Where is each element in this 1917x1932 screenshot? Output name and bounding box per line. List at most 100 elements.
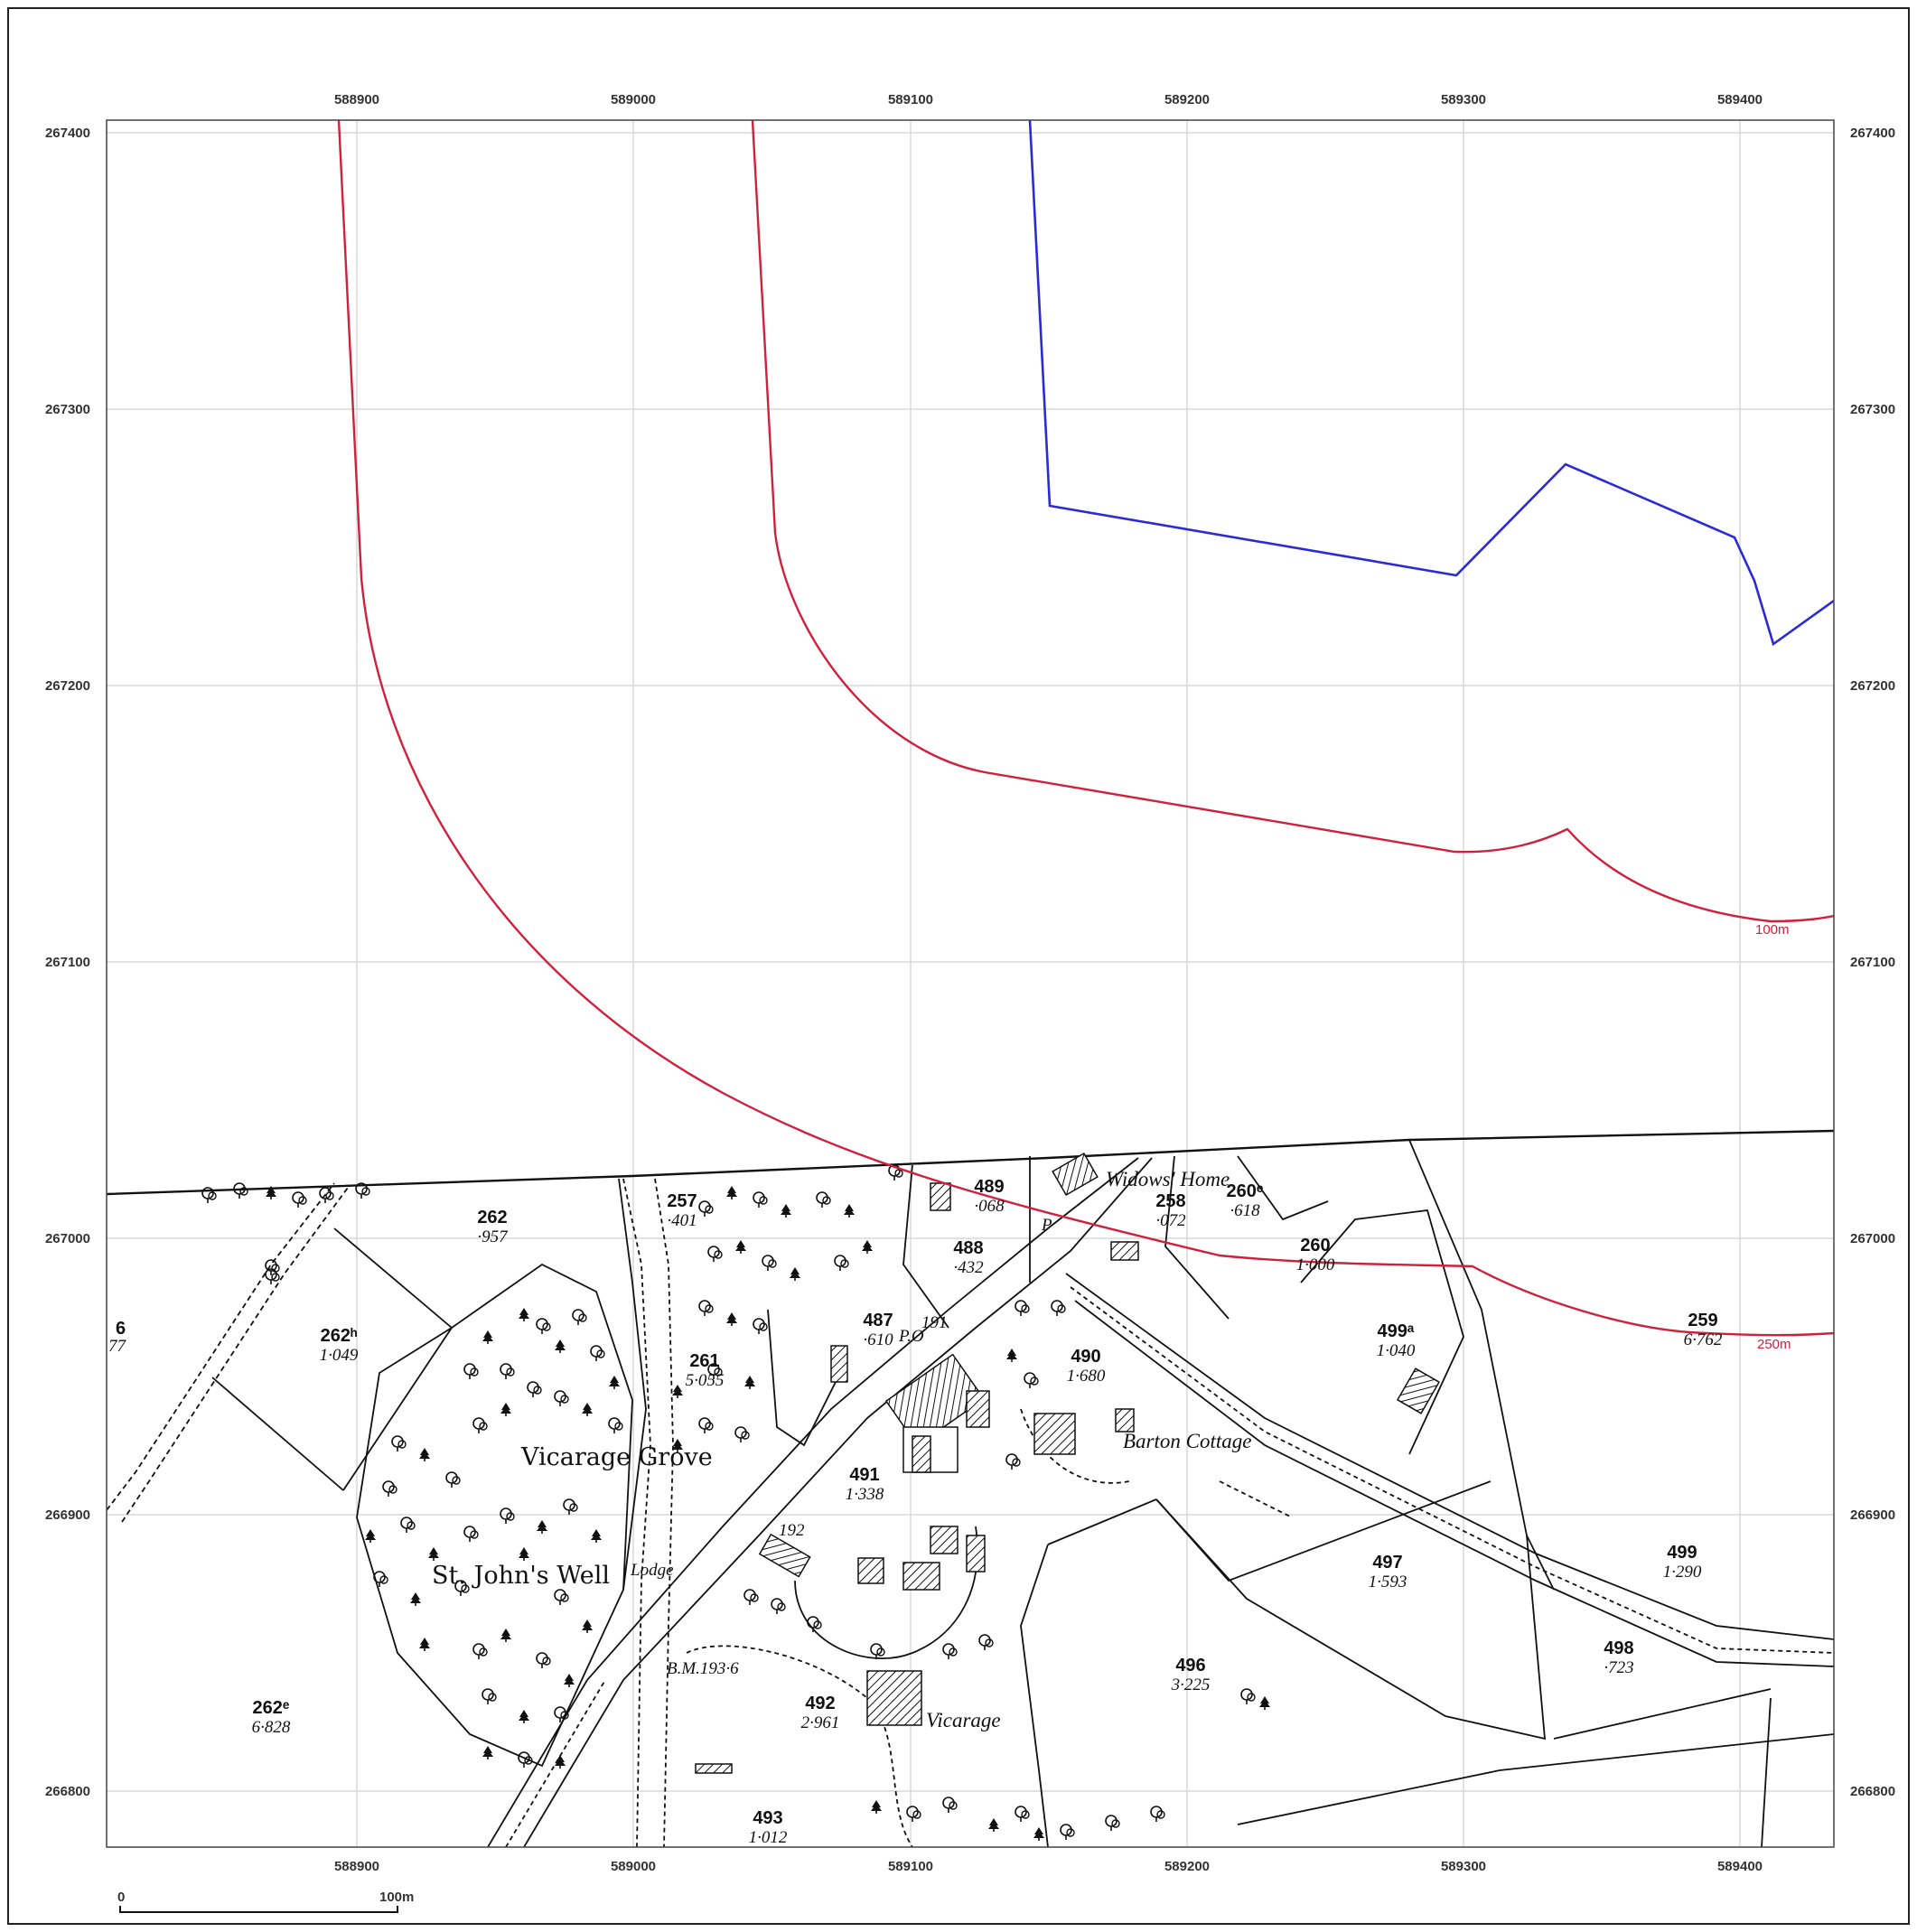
buffer-250m-label: 250m [1757,1337,1791,1352]
woodland-symbols [201,1164,1271,1842]
svg-text:262ᵉ: 262ᵉ [253,1698,290,1718]
svg-text:260ᵉ: 260ᵉ [1227,1181,1264,1201]
x-tick-label: 588900 [334,92,379,107]
svg-text:·401: ·401 [667,1211,697,1230]
y-tick-label: 267200 [1850,678,1895,694]
svg-text:6·762: 6·762 [1684,1330,1723,1349]
x-tick-label: 589200 [1164,92,1210,107]
parcel-262: 262·957 [477,1208,509,1246]
svg-text:·610: ·610 [863,1330,893,1349]
svg-text:6·828: 6·828 [252,1718,291,1737]
x-tick-label: 589300 [1441,1859,1486,1874]
y-tick-label: 267300 [45,402,90,417]
svg-text:488: 488 [953,1238,983,1258]
x-tick-label: 589400 [1717,92,1763,107]
buffer-100m-line [751,120,1834,923]
y-tick-label: 267000 [1850,1231,1895,1246]
y-axis-right: 267400 267300 267200 267100 267000 26690… [1850,126,1895,1799]
svg-text:1·000: 1·000 [1296,1255,1335,1274]
pump-label: P [1041,1216,1052,1235]
svg-text:1·049: 1·049 [320,1346,359,1365]
x-tick-label: 589300 [1441,92,1486,107]
svg-text:6: 6 [116,1319,126,1339]
svg-text:487: 487 [863,1311,893,1330]
map-frame [7,7,1910,1925]
place-name-st-johns-well: St. John's Well [432,1562,610,1590]
svg-text:·618: ·618 [1230,1201,1260,1220]
svg-text:1·040: 1·040 [1377,1341,1416,1360]
parcel-258: 258·072 [1155,1191,1186,1230]
parcel-488: 488·432 [953,1238,984,1277]
place-name-barton-cottage: Barton Cottage [1123,1430,1251,1452]
svg-text:496: 496 [1175,1656,1205,1675]
svg-text:499ᵃ: 499ᵃ [1378,1321,1415,1341]
x-tick-label: 588900 [334,1859,379,1874]
svg-text:1·680: 1·680 [1067,1367,1106,1386]
x-axis-top: 588900 589000 589100 589200 589300 58940… [334,92,1763,107]
y-tick-label: 267400 [45,126,90,141]
y-axis-left: 267400 267300 267200 267100 267000 26690… [45,126,90,1799]
scale-bar-end-label: 100m [379,1890,414,1905]
scale-bar: 0 100m [117,1890,414,1913]
svg-text:262ʰ: 262ʰ [321,1326,358,1346]
buffer-100m-label: 100m [1755,922,1790,938]
benchmark-192-label: 192 [779,1521,805,1540]
svg-text:490: 490 [1071,1347,1100,1367]
parcel-257: 257·401 [667,1191,697,1230]
y-tick-label: 267300 [1850,402,1895,417]
parcel-489: 489·068 [974,1177,1005,1216]
svg-text:·068: ·068 [974,1197,1005,1216]
svg-text:·072: ·072 [1155,1211,1186,1230]
buildings [695,1152,1441,1774]
svg-text:258: 258 [1155,1191,1185,1211]
y-tick-label: 267400 [1850,126,1895,141]
x-axis-bottom: 588900 589000 589100 589200 589300 58940… [334,1859,1763,1874]
svg-text:1·290: 1·290 [1663,1563,1702,1582]
svg-text:259: 259 [1688,1311,1717,1330]
svg-text:499: 499 [1667,1543,1697,1563]
svg-text:·432: ·432 [953,1258,984,1277]
svg-text:·957: ·957 [477,1227,509,1246]
parcel-260e: 260ᵉ·618 [1227,1181,1264,1220]
y-tick-label: 266800 [1850,1784,1895,1799]
place-name-widows-home: Widows' Home [1106,1168,1230,1190]
benchmark-191-label: 191 [921,1313,948,1332]
x-tick-label: 589000 [611,1859,656,1874]
svg-text:493: 493 [753,1808,782,1828]
svg-text:2·961: 2·961 [801,1713,840,1732]
svg-text:257: 257 [667,1191,697,1211]
svg-text:491: 491 [849,1465,879,1485]
svg-text:497: 497 [1372,1553,1402,1573]
y-tick-label: 266900 [1850,1507,1895,1523]
parcel-498: 498·723 [1604,1638,1633,1677]
place-name-vicarage: Vicarage [926,1709,1001,1731]
svg-text:5·055: 5·055 [686,1371,725,1390]
parcel-487: 487·610 [863,1311,893,1349]
y-tick-label: 266800 [45,1784,90,1799]
svg-text:77: 77 [108,1337,127,1356]
y-tick-label: 266900 [45,1507,90,1523]
site-boundary-line [1028,120,1834,647]
svg-text:·723: ·723 [1604,1658,1633,1677]
historic-map-layer [107,1129,1834,1847]
place-name-vicarage-grove: Vicarage Grove [520,1443,713,1471]
y-tick-label: 267100 [1850,955,1895,970]
svg-text:1·012: 1·012 [749,1828,788,1847]
svg-text:261: 261 [689,1351,719,1371]
x-tick-label: 589400 [1717,1859,1763,1874]
svg-text:262: 262 [477,1208,507,1227]
svg-text:3·225: 3·225 [1171,1675,1211,1694]
svg-text:489: 489 [974,1177,1004,1197]
svg-text:498: 498 [1604,1638,1633,1658]
x-tick-label: 589100 [888,1859,933,1874]
